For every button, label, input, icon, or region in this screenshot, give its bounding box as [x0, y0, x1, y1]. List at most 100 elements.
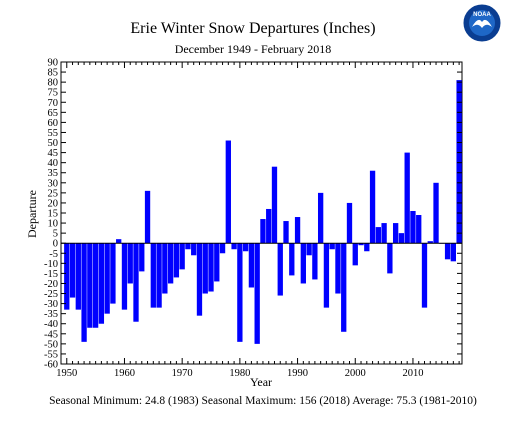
y-tick-label: 65: [48, 108, 59, 119]
chart-title: Erie Winter Snow Departures (Inches): [130, 20, 375, 37]
bar-1962: [133, 243, 139, 322]
y-tick-label: 85: [48, 68, 59, 79]
bar-2008: [398, 233, 405, 244]
bar-2018: [456, 80, 462, 244]
y-tick-label: -35: [44, 309, 58, 320]
bar-1972: [191, 243, 197, 256]
y-tick-label: 15: [48, 209, 59, 220]
y-tick-label: -10: [44, 259, 58, 270]
y-tick-label: 55: [48, 128, 59, 139]
bar-1967: [162, 243, 168, 294]
bar-2006: [387, 243, 393, 274]
bar-1985: [266, 208, 272, 244]
y-tick-label: -15: [44, 269, 58, 280]
y-tick-label: 35: [48, 168, 59, 179]
bar-1959: [116, 239, 122, 244]
y-tick-label: -55: [44, 349, 58, 360]
y-tick-label: 25: [48, 188, 59, 199]
y-axis-label: Departure: [25, 190, 39, 238]
bar-1951: [69, 243, 76, 298]
bar-1964: [144, 190, 151, 244]
bar-1973: [196, 243, 203, 316]
bar-2007: [392, 223, 399, 244]
x-tick-label: 1950: [56, 368, 77, 379]
bar-1963: [139, 243, 145, 272]
bar-2013: [427, 241, 433, 244]
bar-1968: [167, 243, 174, 284]
x-tick-label: 1970: [172, 368, 193, 379]
bar-1961: [127, 243, 133, 284]
bar-1996: [329, 243, 335, 250]
chart-subtitle: December 1949 - February 2018: [175, 42, 332, 56]
y-tick-label: -25: [44, 289, 58, 300]
bar-1977: [219, 243, 226, 254]
bar-2003: [369, 170, 376, 244]
bar-2016: [444, 243, 451, 260]
x-tick-label: 1990: [287, 368, 308, 379]
bar-2009: [404, 152, 410, 244]
bar-1993: [312, 243, 318, 280]
bar-1966: [156, 243, 162, 308]
bar-1992: [306, 243, 312, 256]
bar-1995: [323, 243, 330, 308]
y-tick-label: 60: [48, 118, 59, 129]
bar-2005: [381, 223, 387, 244]
bar-1979: [231, 243, 237, 250]
y-tick-label: 20: [48, 198, 59, 209]
bar-1976: [214, 243, 220, 282]
x-tick-label: 1980: [229, 368, 250, 379]
bar-2001: [358, 243, 364, 246]
bar-1991: [300, 243, 306, 284]
bar-1980: [237, 243, 243, 342]
bar-1952: [75, 243, 81, 310]
bar-1965: [150, 243, 156, 308]
x-axis-label: Year: [250, 375, 272, 389]
bar-1990: [294, 217, 301, 244]
bar-1994: [317, 192, 324, 244]
logo-text: NOAA: [473, 12, 491, 18]
y-tick-label: 40: [48, 158, 59, 169]
y-tick-label: 90: [48, 58, 59, 69]
y-tick-label: -40: [44, 319, 58, 330]
x-tick-label: 2000: [345, 368, 366, 379]
y-tick-label: 45: [48, 148, 59, 159]
y-tick-label: -5: [49, 249, 58, 260]
bar-1989: [289, 243, 295, 276]
bar-1971: [185, 243, 191, 250]
bar-2004: [375, 227, 381, 244]
bar-1987: [277, 243, 283, 296]
bar-1978: [225, 140, 231, 244]
y-tick-label: -30: [44, 299, 58, 310]
bar-1981: [242, 243, 249, 252]
x-tick-label: 2010: [402, 368, 423, 379]
bar-1984: [260, 219, 266, 244]
y-tick-label: -60: [44, 360, 58, 371]
y-tick-label: 80: [48, 78, 59, 89]
y-tick-label: 50: [48, 138, 59, 149]
bar-1974: [202, 243, 208, 294]
bar-2014: [433, 182, 439, 244]
bar-1958: [110, 243, 116, 304]
bar-2012: [421, 243, 428, 308]
bar-1975: [208, 243, 214, 292]
bar-1983: [254, 243, 260, 344]
y-tick-label: -45: [44, 329, 58, 340]
bar-1999: [346, 202, 353, 244]
y-tick-label: 0: [53, 239, 58, 250]
bar-1988: [283, 221, 289, 244]
bar-1955: [92, 243, 99, 328]
y-tick-label: 75: [48, 88, 59, 99]
bar-2017: [450, 243, 456, 262]
bar-1998: [341, 243, 347, 332]
bar-1969: [173, 243, 180, 278]
bar-2011: [416, 215, 422, 244]
bar-1960: [121, 243, 128, 310]
bar-1986: [271, 166, 278, 244]
noaa-logo-icon: NOAA: [462, 3, 502, 43]
bar-1997: [335, 243, 341, 294]
y-tick-label: 10: [48, 219, 59, 230]
bar-1956: [98, 243, 105, 324]
bar-2002: [364, 243, 370, 252]
y-tick-label: -50: [44, 339, 58, 350]
